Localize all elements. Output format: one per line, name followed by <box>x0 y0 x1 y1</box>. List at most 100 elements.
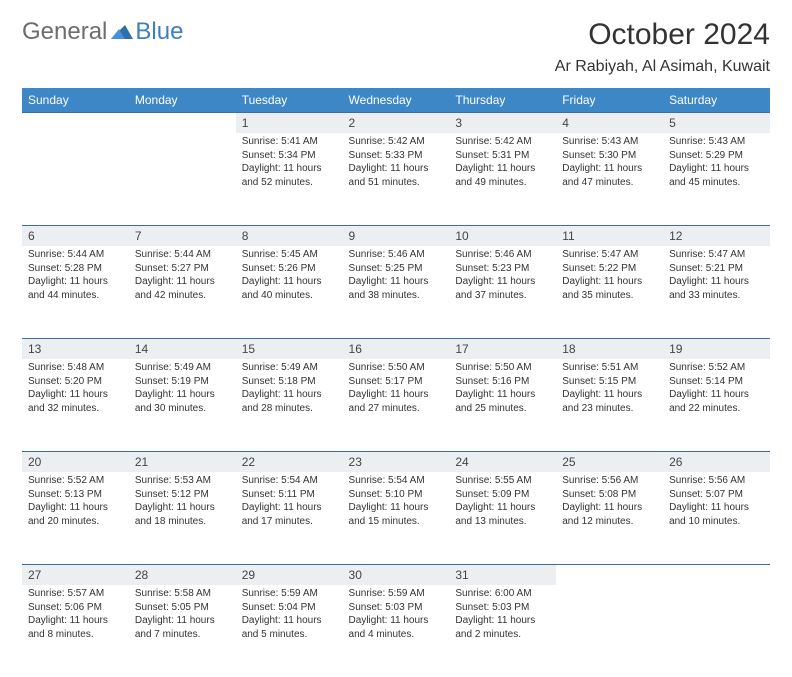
day-number-cell: 30 <box>343 565 450 586</box>
sunset-line: Sunset: 5:33 PM <box>349 149 444 163</box>
daylight-line: Daylight: 11 hours and 15 minutes. <box>349 501 444 528</box>
logo: General Blue <box>22 18 183 46</box>
sun-times: Sunrise: 5:57 AMSunset: 5:06 PMDaylight:… <box>28 587 123 641</box>
sunset-line: Sunset: 5:19 PM <box>135 375 230 389</box>
daylight-line: Daylight: 11 hours and 17 minutes. <box>242 501 337 528</box>
day-number-cell: 4 <box>556 113 663 134</box>
sunset-line: Sunset: 5:13 PM <box>28 488 123 502</box>
day-number: 6 <box>28 229 35 243</box>
daylight-line: Daylight: 11 hours and 27 minutes. <box>349 388 444 415</box>
header: General Blue October 2024 Ar Rabiyah, Al… <box>22 18 770 76</box>
day-content-cell: Sunrise: 5:58 AMSunset: 5:05 PMDaylight:… <box>129 585 236 677</box>
day-content-cell: Sunrise: 5:43 AMSunset: 5:29 PMDaylight:… <box>663 133 770 226</box>
daylight-line: Daylight: 11 hours and 35 minutes. <box>562 275 657 302</box>
weekday-header: Tuesday <box>236 88 343 113</box>
sunset-line: Sunset: 5:34 PM <box>242 149 337 163</box>
day-number-cell <box>663 565 770 586</box>
day-content-cell: Sunrise: 5:49 AMSunset: 5:19 PMDaylight:… <box>129 359 236 452</box>
sunset-line: Sunset: 5:20 PM <box>28 375 123 389</box>
calendar-page: General Blue October 2024 Ar Rabiyah, Al… <box>0 0 792 677</box>
sun-times: Sunrise: 5:53 AMSunset: 5:12 PMDaylight:… <box>135 474 230 528</box>
day-number-cell: 10 <box>449 226 556 247</box>
day-number-cell: 12 <box>663 226 770 247</box>
sun-times: Sunrise: 5:41 AMSunset: 5:34 PMDaylight:… <box>242 135 337 189</box>
day-number: 3 <box>455 116 462 130</box>
sunset-line: Sunset: 5:22 PM <box>562 262 657 276</box>
sunrise-line: Sunrise: 5:48 AM <box>28 361 123 375</box>
day-content-cell: Sunrise: 6:00 AMSunset: 5:03 PMDaylight:… <box>449 585 556 677</box>
day-content-cell: Sunrise: 5:43 AMSunset: 5:30 PMDaylight:… <box>556 133 663 226</box>
daylight-line: Daylight: 11 hours and 40 minutes. <box>242 275 337 302</box>
sunrise-line: Sunrise: 5:42 AM <box>349 135 444 149</box>
day-number-cell: 19 <box>663 339 770 360</box>
day-content-cell: Sunrise: 5:42 AMSunset: 5:31 PMDaylight:… <box>449 133 556 226</box>
day-content-cell: Sunrise: 5:52 AMSunset: 5:14 PMDaylight:… <box>663 359 770 452</box>
day-content-cell: Sunrise: 5:59 AMSunset: 5:03 PMDaylight:… <box>343 585 450 677</box>
weekday-header: Sunday <box>22 88 129 113</box>
day-number: 11 <box>562 229 574 243</box>
day-number-cell: 27 <box>22 565 129 586</box>
day-number-row: 13141516171819 <box>22 339 770 360</box>
sunset-line: Sunset: 5:18 PM <box>242 375 337 389</box>
sun-times: Sunrise: 5:46 AMSunset: 5:25 PMDaylight:… <box>349 248 444 302</box>
sunrise-line: Sunrise: 5:45 AM <box>242 248 337 262</box>
day-number: 21 <box>135 455 148 469</box>
day-content-row: Sunrise: 5:48 AMSunset: 5:20 PMDaylight:… <box>22 359 770 452</box>
daylight-line: Daylight: 11 hours and 30 minutes. <box>135 388 230 415</box>
sun-times: Sunrise: 5:48 AMSunset: 5:20 PMDaylight:… <box>28 361 123 415</box>
sun-times: Sunrise: 5:49 AMSunset: 5:19 PMDaylight:… <box>135 361 230 415</box>
day-content-cell: Sunrise: 5:46 AMSunset: 5:23 PMDaylight:… <box>449 246 556 339</box>
day-number: 12 <box>669 229 682 243</box>
daylight-line: Daylight: 11 hours and 47 minutes. <box>562 162 657 189</box>
daylight-line: Daylight: 11 hours and 42 minutes. <box>135 275 230 302</box>
sun-times: Sunrise: 5:54 AMSunset: 5:11 PMDaylight:… <box>242 474 337 528</box>
sunset-line: Sunset: 5:27 PM <box>135 262 230 276</box>
day-number: 1 <box>242 116 249 130</box>
day-content-cell <box>663 585 770 677</box>
day-content-cell: Sunrise: 5:44 AMSunset: 5:28 PMDaylight:… <box>22 246 129 339</box>
sun-times: Sunrise: 5:58 AMSunset: 5:05 PMDaylight:… <box>135 587 230 641</box>
sun-times: Sunrise: 5:44 AMSunset: 5:27 PMDaylight:… <box>135 248 230 302</box>
day-number-cell: 11 <box>556 226 663 247</box>
sunrise-line: Sunrise: 5:58 AM <box>135 587 230 601</box>
daylight-line: Daylight: 11 hours and 32 minutes. <box>28 388 123 415</box>
day-number: 31 <box>455 568 468 582</box>
day-number: 17 <box>455 342 468 356</box>
sun-times: Sunrise: 5:59 AMSunset: 5:04 PMDaylight:… <box>242 587 337 641</box>
sun-times: Sunrise: 5:52 AMSunset: 5:13 PMDaylight:… <box>28 474 123 528</box>
day-number: 28 <box>135 568 148 582</box>
day-content-row: Sunrise: 5:57 AMSunset: 5:06 PMDaylight:… <box>22 585 770 677</box>
day-content-cell: Sunrise: 5:54 AMSunset: 5:11 PMDaylight:… <box>236 472 343 565</box>
daylight-line: Daylight: 11 hours and 22 minutes. <box>669 388 764 415</box>
day-content-cell: Sunrise: 5:52 AMSunset: 5:13 PMDaylight:… <box>22 472 129 565</box>
sunrise-line: Sunrise: 5:52 AM <box>28 474 123 488</box>
sunrise-line: Sunrise: 5:47 AM <box>669 248 764 262</box>
sunset-line: Sunset: 5:12 PM <box>135 488 230 502</box>
sun-times: Sunrise: 5:50 AMSunset: 5:16 PMDaylight:… <box>455 361 550 415</box>
sunset-line: Sunset: 5:14 PM <box>669 375 764 389</box>
sunrise-line: Sunrise: 5:53 AM <box>135 474 230 488</box>
day-number-cell: 20 <box>22 452 129 473</box>
day-number-row: 12345 <box>22 113 770 134</box>
day-number-cell: 15 <box>236 339 343 360</box>
sunrise-line: Sunrise: 5:55 AM <box>455 474 550 488</box>
sun-times: Sunrise: 5:54 AMSunset: 5:10 PMDaylight:… <box>349 474 444 528</box>
sunset-line: Sunset: 5:09 PM <box>455 488 550 502</box>
calendar-table: Sunday Monday Tuesday Wednesday Thursday… <box>22 88 770 677</box>
daylight-line: Daylight: 11 hours and 49 minutes. <box>455 162 550 189</box>
sun-times: Sunrise: 5:42 AMSunset: 5:31 PMDaylight:… <box>455 135 550 189</box>
sunrise-line: Sunrise: 5:50 AM <box>455 361 550 375</box>
day-number: 27 <box>28 568 41 582</box>
day-content-cell: Sunrise: 5:54 AMSunset: 5:10 PMDaylight:… <box>343 472 450 565</box>
day-content-cell: Sunrise: 5:51 AMSunset: 5:15 PMDaylight:… <box>556 359 663 452</box>
day-number-cell: 24 <box>449 452 556 473</box>
daylight-line: Daylight: 11 hours and 13 minutes. <box>455 501 550 528</box>
daylight-line: Daylight: 11 hours and 12 minutes. <box>562 501 657 528</box>
sunrise-line: Sunrise: 5:41 AM <box>242 135 337 149</box>
weekday-header: Monday <box>129 88 236 113</box>
day-number-cell: 5 <box>663 113 770 134</box>
sunrise-line: Sunrise: 5:46 AM <box>455 248 550 262</box>
daylight-line: Daylight: 11 hours and 23 minutes. <box>562 388 657 415</box>
sunrise-line: Sunrise: 5:46 AM <box>349 248 444 262</box>
day-content-cell: Sunrise: 5:41 AMSunset: 5:34 PMDaylight:… <box>236 133 343 226</box>
